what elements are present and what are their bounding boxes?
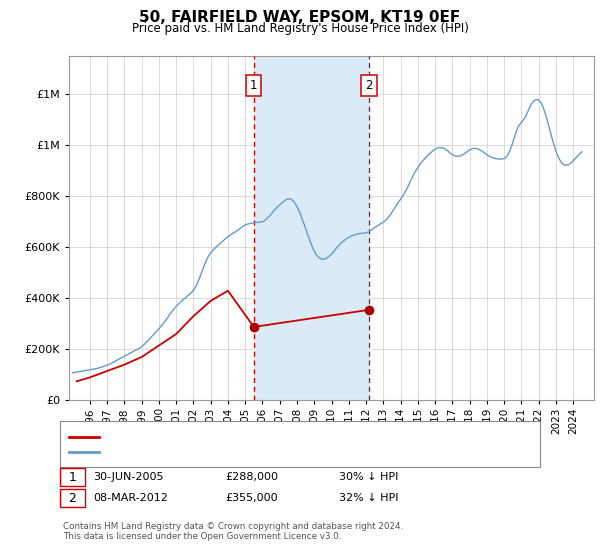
Text: 50, FAIRFIELD WAY, EPSOM, KT19 0EF (detached house): 50, FAIRFIELD WAY, EPSOM, KT19 0EF (deta… <box>106 432 395 442</box>
Text: £288,000: £288,000 <box>225 472 278 482</box>
Bar <box>254 56 369 400</box>
Text: Price paid vs. HM Land Registry's House Price Index (HPI): Price paid vs. HM Land Registry's House … <box>131 22 469 35</box>
Text: HPI: Average price, detached house, Epsom and Ewell: HPI: Average price, detached house, Epso… <box>106 447 388 458</box>
Text: 2: 2 <box>68 492 76 505</box>
Text: This data is licensed under the Open Government Licence v3.0.: This data is licensed under the Open Gov… <box>63 532 341 541</box>
Text: 50, FAIRFIELD WAY, EPSOM, KT19 0EF: 50, FAIRFIELD WAY, EPSOM, KT19 0EF <box>139 10 461 25</box>
Text: 30-JUN-2005: 30-JUN-2005 <box>93 472 163 482</box>
Text: 32% ↓ HPI: 32% ↓ HPI <box>339 493 398 503</box>
Text: 30% ↓ HPI: 30% ↓ HPI <box>339 472 398 482</box>
Text: 1: 1 <box>250 79 257 92</box>
Text: 2: 2 <box>365 79 373 92</box>
Text: Contains HM Land Registry data © Crown copyright and database right 2024.: Contains HM Land Registry data © Crown c… <box>63 522 403 531</box>
Text: 1: 1 <box>68 470 76 484</box>
Text: £355,000: £355,000 <box>225 493 278 503</box>
Text: 08-MAR-2012: 08-MAR-2012 <box>93 493 168 503</box>
